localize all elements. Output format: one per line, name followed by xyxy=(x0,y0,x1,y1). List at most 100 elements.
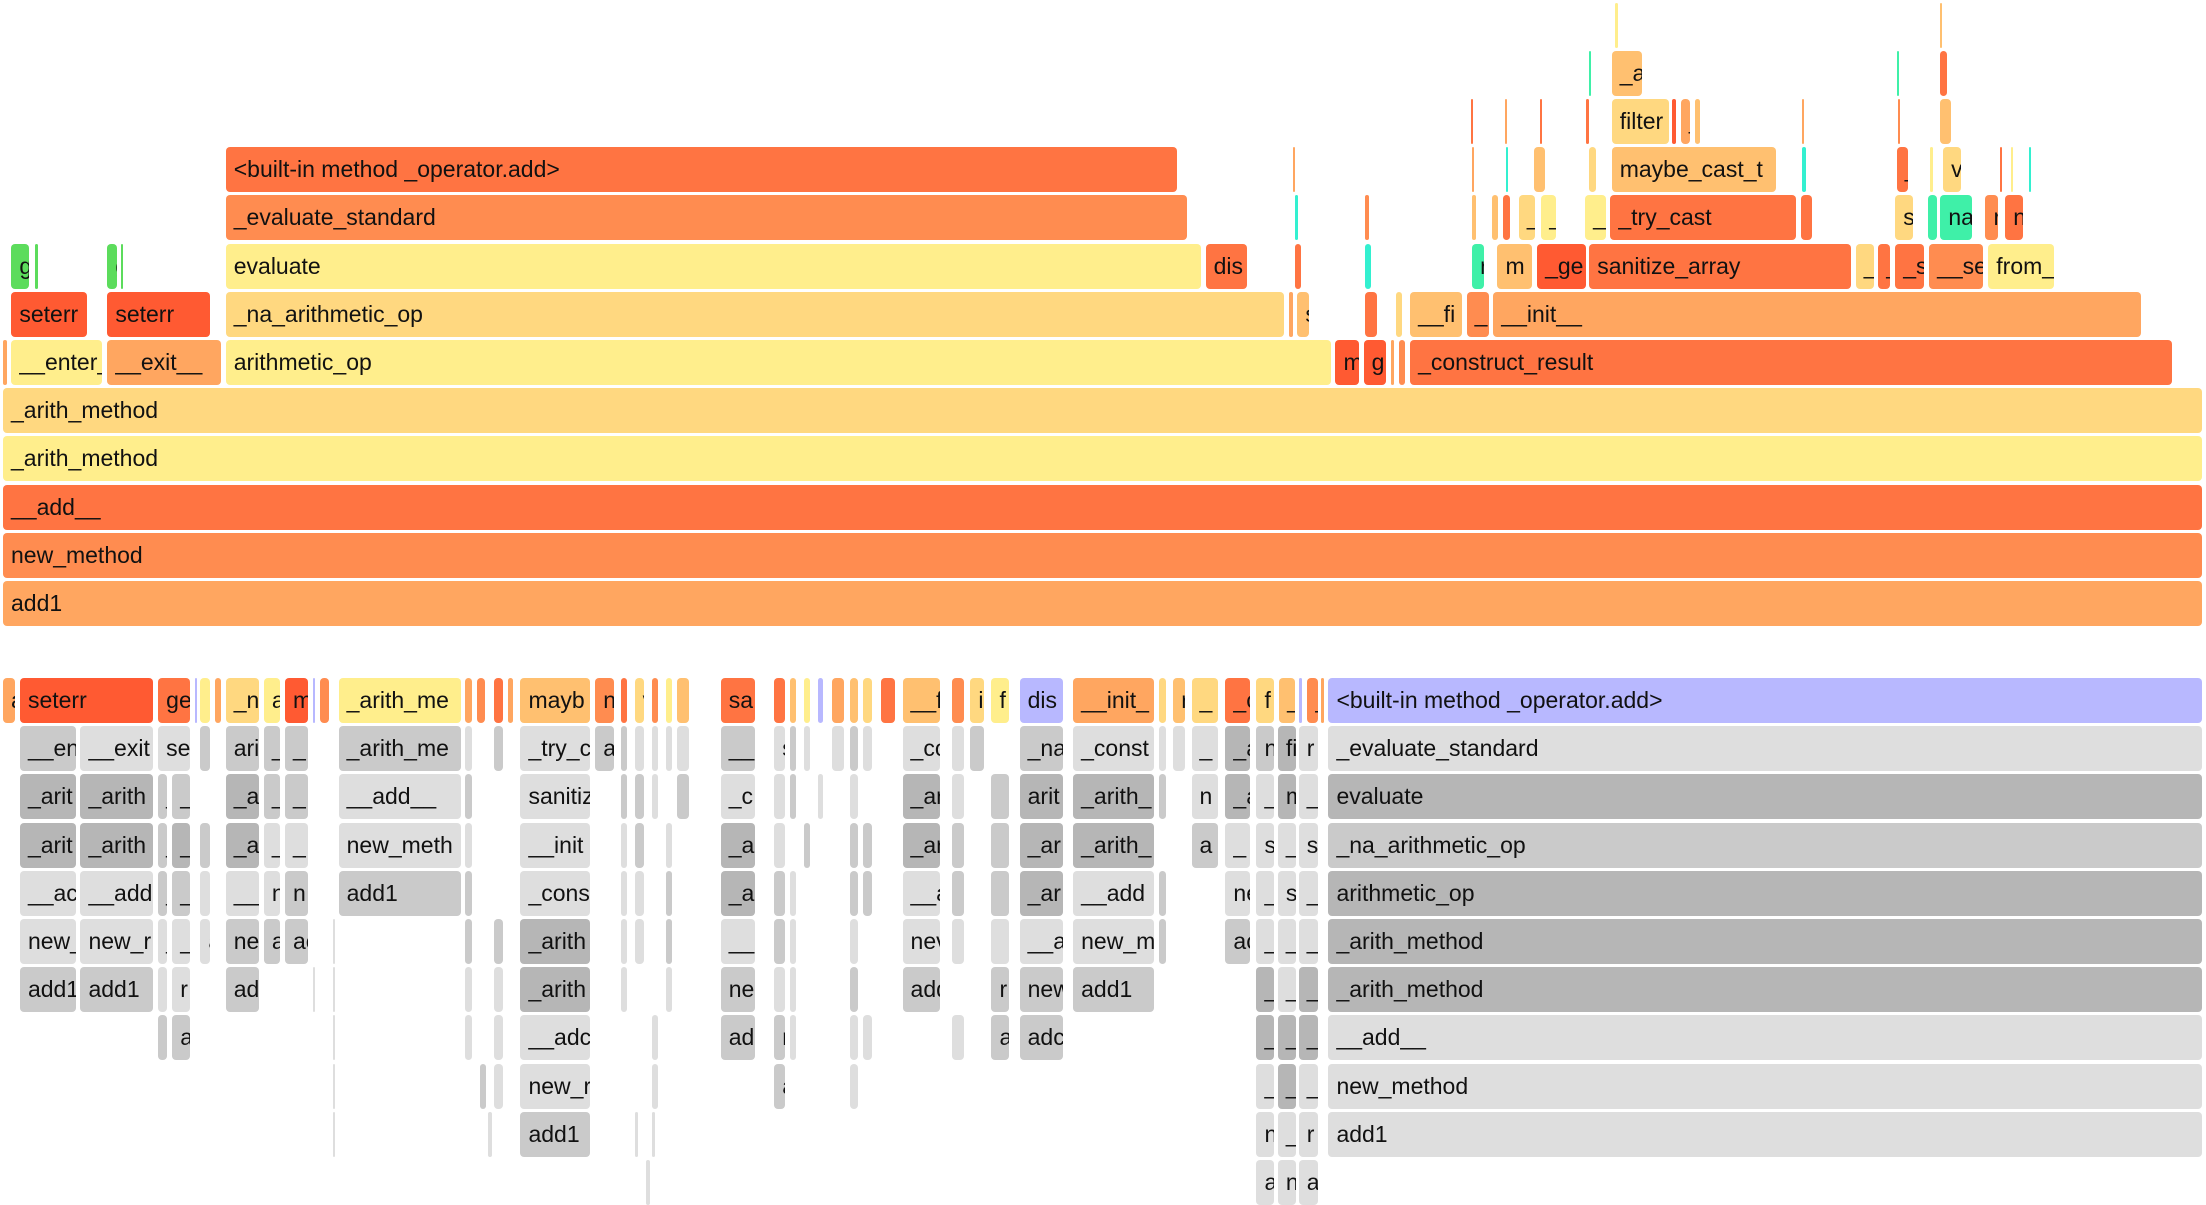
icicle-frame[interactable]: a xyxy=(3,678,16,723)
icicle-frame[interactable] xyxy=(850,967,859,1013)
flame-frame[interactable] xyxy=(1293,147,1296,193)
icicle-frame[interactable]: _ xyxy=(158,774,168,820)
icicle-frame[interactable]: arit xyxy=(1019,774,1063,820)
icicle-frame[interactable]: _ xyxy=(1298,870,1318,916)
icicle-frame[interactable]: _ xyxy=(1256,967,1275,1013)
icicle-frame[interactable] xyxy=(488,1111,492,1157)
icicle-frame[interactable] xyxy=(665,919,673,964)
icicle-frame[interactable]: new_ xyxy=(19,919,76,964)
flame-frame[interactable] xyxy=(1589,147,1596,193)
icicle-frame[interactable] xyxy=(465,726,472,772)
icicle-frame[interactable] xyxy=(465,1015,472,1061)
icicle-frame[interactable]: _co xyxy=(902,726,940,772)
icicle-frame[interactable]: __init xyxy=(520,822,591,868)
flame-frame[interactable]: _try_cast xyxy=(1610,195,1796,241)
flame-frame[interactable] xyxy=(1506,147,1509,193)
icicle-frame[interactable]: r xyxy=(774,1015,785,1061)
icicle-frame[interactable]: _ xyxy=(1277,1111,1296,1157)
flame-frame[interactable]: filter xyxy=(1611,99,1669,144)
icicle-frame[interactable] xyxy=(863,1015,873,1061)
icicle-frame[interactable]: __ xyxy=(720,919,756,964)
icicle-frame[interactable]: _ xyxy=(1307,678,1319,723)
icicle-frame[interactable] xyxy=(665,678,673,723)
icicle-frame[interactable]: new_meth xyxy=(338,822,461,868)
flame-frame[interactable]: r xyxy=(1472,243,1485,289)
icicle-frame[interactable]: _ xyxy=(1279,678,1296,723)
flame-frame[interactable] xyxy=(1800,195,1812,241)
flame-frame[interactable] xyxy=(1390,340,1395,385)
icicle-frame[interactable]: s xyxy=(1277,870,1296,916)
flame-frame[interactable]: n xyxy=(2005,195,2024,241)
icicle-frame[interactable] xyxy=(863,678,873,723)
icicle-frame[interactable]: r xyxy=(172,967,191,1013)
icicle-frame[interactable]: sanitiz xyxy=(520,774,591,820)
icicle-frame[interactable]: _ xyxy=(1277,967,1296,1013)
icicle-frame[interactable]: a xyxy=(263,678,281,723)
icicle-frame[interactable] xyxy=(774,822,785,868)
icicle-frame[interactable] xyxy=(333,1111,336,1157)
icicle-frame[interactable] xyxy=(493,1063,503,1109)
icicle-frame[interactable] xyxy=(465,678,472,723)
icicle-frame[interactable]: _ar xyxy=(902,774,940,820)
flame-frame[interactable]: g xyxy=(11,243,30,289)
icicle-frame[interactable]: _ar xyxy=(902,822,940,868)
flame-frame[interactable] xyxy=(1491,195,1499,241)
flame-frame[interactable]: _ xyxy=(1518,195,1536,241)
icicle-frame[interactable]: _arith_method xyxy=(1328,967,2202,1013)
flame-frame[interactable] xyxy=(1999,147,2002,193)
flame-frame[interactable]: na xyxy=(1940,195,1973,241)
icicle-frame[interactable] xyxy=(774,774,785,820)
flame-frame[interactable] xyxy=(1294,195,1299,241)
icicle-frame[interactable] xyxy=(991,774,1010,820)
icicle-frame[interactable] xyxy=(313,678,316,723)
flame-frame[interactable]: evaluate xyxy=(225,243,1201,289)
flame-frame[interactable]: v xyxy=(1943,147,1961,193)
flame-frame[interactable] xyxy=(1589,50,1592,96)
icicle-frame[interactable]: _ xyxy=(263,774,281,820)
icicle-frame[interactable] xyxy=(832,726,845,772)
icicle-frame[interactable] xyxy=(1159,726,1166,772)
icicle-frame[interactable] xyxy=(313,967,316,1013)
icicle-frame[interactable]: new_m xyxy=(1073,919,1155,964)
icicle-frame[interactable] xyxy=(200,870,210,916)
icicle-frame[interactable] xyxy=(850,726,859,772)
icicle-frame[interactable]: _a xyxy=(225,822,259,868)
flame-frame[interactable] xyxy=(1940,50,1947,96)
icicle-frame[interactable] xyxy=(507,678,513,723)
icicle-frame[interactable] xyxy=(200,678,210,723)
icicle-frame[interactable]: new_method xyxy=(1328,1063,2202,1109)
flame-frame[interactable] xyxy=(1396,291,1403,337)
icicle-frame[interactable] xyxy=(465,919,472,964)
icicle-frame[interactable]: __f xyxy=(902,678,940,723)
flame-frame[interactable]: from_ xyxy=(1988,243,2054,289)
icicle-frame[interactable]: __en xyxy=(19,726,76,772)
flame-frame[interactable] xyxy=(1539,99,1542,144)
flame-frame[interactable]: __se xyxy=(1929,243,1984,289)
flame-frame[interactable]: dis xyxy=(1205,243,1248,289)
icicle-frame[interactable] xyxy=(991,919,1010,964)
icicle-frame[interactable] xyxy=(479,1063,486,1109)
icicle-frame[interactable]: __add__ xyxy=(338,774,461,820)
icicle-frame[interactable]: a xyxy=(158,1015,168,1061)
icicle-frame[interactable] xyxy=(634,726,644,772)
icicle-frame[interactable] xyxy=(818,678,824,723)
icicle-frame[interactable]: __add xyxy=(80,870,154,916)
flame-frame[interactable]: seterr xyxy=(107,291,210,337)
icicle-frame[interactable]: __add__ xyxy=(1328,1015,2202,1061)
icicle-frame[interactable] xyxy=(951,678,964,723)
icicle-frame[interactable]: n xyxy=(1277,1160,1296,1205)
icicle-frame[interactable]: _ xyxy=(263,726,281,772)
flame-frame[interactable] xyxy=(1940,99,1952,144)
icicle-frame[interactable]: s xyxy=(774,726,785,772)
icicle-frame[interactable]: a xyxy=(1298,1160,1318,1205)
icicle-frame[interactable]: a xyxy=(172,1015,191,1061)
flame-frame[interactable]: m xyxy=(1497,243,1533,289)
icicle-frame[interactable]: a xyxy=(263,919,281,964)
icicle-frame[interactable] xyxy=(620,726,627,772)
icicle-frame[interactable] xyxy=(951,1015,964,1061)
icicle-frame[interactable] xyxy=(651,1015,658,1061)
flame-frame[interactable] xyxy=(1472,195,1476,241)
icicle-frame[interactable] xyxy=(194,678,197,723)
icicle-frame[interactable]: _arith xyxy=(520,919,591,964)
icicle-frame[interactable]: a xyxy=(850,1015,859,1061)
